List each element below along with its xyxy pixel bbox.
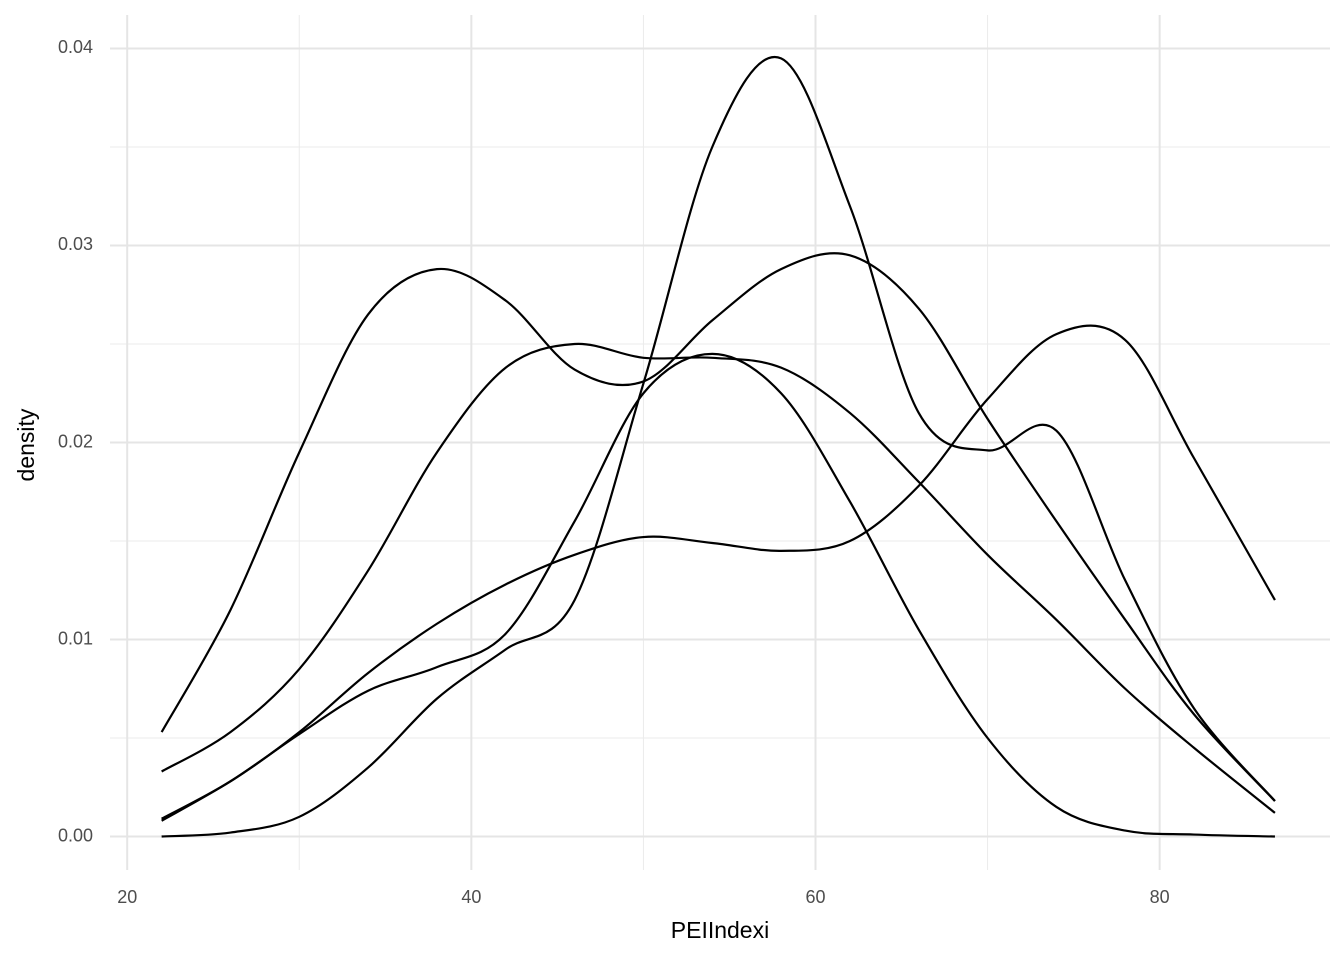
density-line bbox=[160, 252, 1276, 802]
y-tick-label: 0.03 bbox=[58, 234, 93, 254]
grid bbox=[110, 15, 1330, 870]
y-tick-label: 0.04 bbox=[58, 37, 93, 57]
x-tick-label: 40 bbox=[461, 887, 481, 907]
y-axis-title: density bbox=[13, 408, 39, 481]
x-tick-label: 60 bbox=[805, 887, 825, 907]
lines bbox=[160, 55, 1276, 838]
y-tick-label: 0.00 bbox=[58, 825, 93, 845]
density-line bbox=[161, 55, 1276, 838]
density-line bbox=[161, 352, 1275, 838]
x-tick-label: 20 bbox=[117, 887, 137, 907]
y-tick-label: 0.02 bbox=[58, 431, 93, 451]
x-axis-title: PEIIndexi bbox=[671, 917, 769, 943]
x-tick-label: 80 bbox=[1150, 887, 1170, 907]
y-tick-label: 0.01 bbox=[58, 628, 93, 648]
density-line bbox=[161, 324, 1276, 820]
density-line bbox=[161, 342, 1276, 814]
